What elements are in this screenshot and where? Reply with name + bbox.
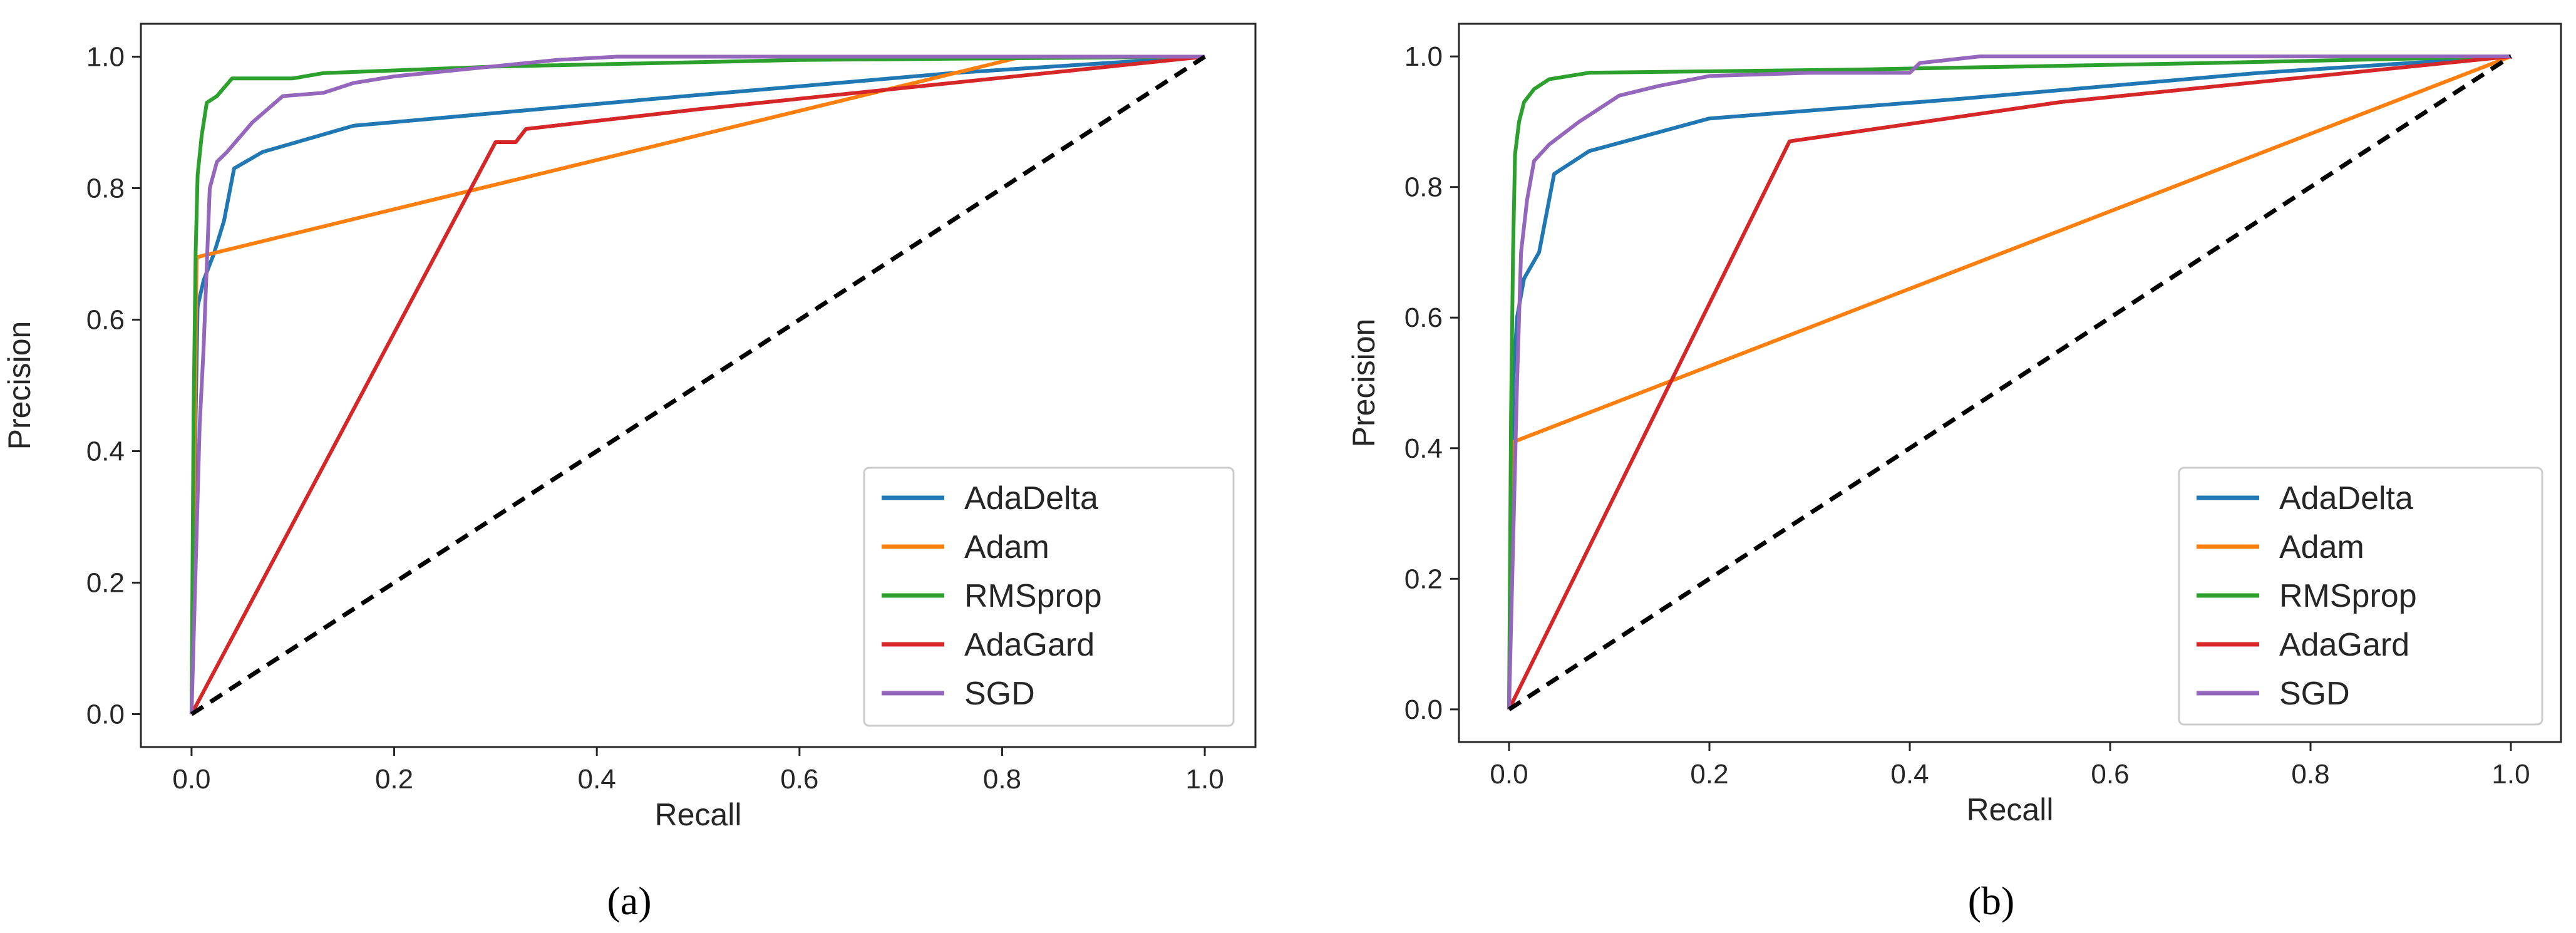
chart-panel-a: 0.0 0.2 0.4 0.6 0.8 1.0 0.0 0.2 0.4 0.6 0.8 1.0 Reca… bbox=[2, 23, 1257, 832]
caption-a: (a) bbox=[607, 879, 651, 923]
series-line-sgd bbox=[1507, 54, 2511, 709]
series-line-adadelta bbox=[1507, 54, 2512, 709]
series-line-adagard bbox=[1507, 54, 2512, 711]
x-tick-label: 0.2 bbox=[1690, 759, 1728, 790]
x-tick-label: 0.6 bbox=[780, 764, 818, 795]
legend-label-adam: Adam bbox=[964, 529, 1049, 565]
y-tick-label: 1.0 bbox=[1404, 41, 1443, 72]
chart-panel-b: 0.0 0.2 0.4 0.6 0.8 1.0 0.0 0.2 0.4 0.6 0.8 1.0 Reca… bbox=[1346, 23, 2562, 827]
x-tick-label: 1.0 bbox=[2491, 759, 2530, 790]
chance-diagonal-line bbox=[1508, 54, 2512, 711]
series-line-adagard bbox=[190, 54, 1205, 715]
y-tick-label: 1.0 bbox=[86, 42, 125, 73]
plot-area bbox=[1507, 54, 2512, 711]
legend-label-rmsprop: RMSprop bbox=[964, 578, 1102, 614]
y-tick-label: 0.0 bbox=[86, 699, 125, 730]
x-tick-label: 0.8 bbox=[983, 764, 1021, 795]
x-tick-label: 0.0 bbox=[172, 764, 210, 795]
axes-frame bbox=[140, 23, 1257, 748]
series-line-rmsprop bbox=[1507, 54, 2512, 709]
legend-label-sgd: SGD bbox=[2279, 676, 2350, 712]
y-tick-label: 0.4 bbox=[1404, 433, 1443, 464]
y-tick-label: 0.2 bbox=[1404, 564, 1443, 594]
series-line-sgd bbox=[189, 54, 1205, 714]
x-tick-label: 0.6 bbox=[2091, 759, 2129, 790]
legend: AdaDelta Adam RMSprop AdaGard SGD bbox=[2178, 466, 2543, 726]
y-tick-label: 0.6 bbox=[86, 305, 125, 336]
axes-frame bbox=[1458, 23, 2562, 743]
legend-label-rmsprop: RMSprop bbox=[2279, 578, 2417, 614]
legend-label-adam: Adam bbox=[2279, 529, 2364, 565]
x-axis-label: Recall bbox=[655, 797, 742, 832]
legend-label-adadelta: AdaDelta bbox=[964, 480, 1098, 517]
x-tick-label: 1.0 bbox=[1186, 764, 1224, 795]
legend-label-adadelta: AdaDelta bbox=[2279, 480, 2413, 517]
x-tick-label: 0.8 bbox=[2291, 759, 2329, 790]
legend-label-adagard: AdaGard bbox=[2279, 627, 2409, 663]
y-tick-label: 0.6 bbox=[1404, 302, 1443, 333]
legend-box bbox=[863, 466, 1235, 727]
y-tick-label: 0.8 bbox=[1404, 172, 1443, 203]
y-axis-label: Precision bbox=[1346, 319, 1381, 448]
caption-b: (b) bbox=[1968, 879, 2015, 923]
x-tick-label: 0.2 bbox=[375, 764, 413, 795]
legend: AdaDelta Adam RMSprop AdaGard SGD bbox=[863, 466, 1235, 727]
legend-box bbox=[2178, 466, 2543, 726]
x-tick-label: 0.4 bbox=[578, 764, 616, 795]
y-tick-label: 0.2 bbox=[86, 568, 125, 599]
y-axis-label: Precision bbox=[2, 321, 37, 450]
y-tick-label: 0.8 bbox=[86, 173, 125, 204]
y-tick-label: 0.4 bbox=[86, 436, 125, 467]
y-tick-label: 0.0 bbox=[1404, 694, 1443, 725]
legend-label-sgd: SGD bbox=[964, 676, 1035, 712]
legend-label-adagard: AdaGard bbox=[964, 627, 1095, 663]
plot-area bbox=[189, 54, 1207, 716]
x-axis-label: Recall bbox=[1967, 792, 2054, 827]
x-tick-label: 0.4 bbox=[1890, 759, 1929, 790]
x-tick-label: 0.0 bbox=[1490, 759, 1528, 790]
